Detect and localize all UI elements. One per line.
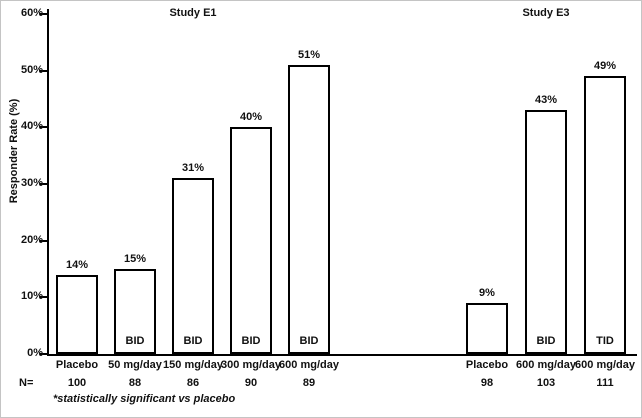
bar-value-label: 40%: [239, 111, 263, 123]
bar-schedule-label: BID: [241, 335, 261, 347]
y-tick-mark: [40, 296, 48, 299]
n-value: 90: [244, 377, 258, 389]
y-tick-mark: [40, 353, 48, 355]
n-value: 100: [67, 377, 87, 389]
bar-placebo: [56, 275, 98, 354]
group-title-study-e3: Study E3: [522, 7, 570, 19]
bar-value-label: 9%: [479, 287, 495, 299]
bar-value-label: 43%: [534, 94, 558, 106]
y-tick-label: 20%: [20, 233, 43, 246]
y-axis-line: [47, 9, 49, 356]
bar-value-label: 51%: [297, 49, 321, 61]
y-tick-label: 50%: [20, 63, 43, 76]
bar-schedule-label: BID: [125, 335, 145, 347]
x-axis-label: Placebo: [55, 359, 99, 371]
y-tick-mark: [40, 239, 48, 242]
bar-600-mg-day: [584, 76, 626, 354]
y-tick-label: 40%: [20, 120, 43, 133]
bar-600-mg-day: [525, 110, 567, 354]
y-tick-label: 0%: [27, 347, 43, 359]
bar-schedule-label: BID: [183, 335, 203, 347]
x-axis-label: 600 mg/day: [516, 359, 576, 371]
y-tick-mark: [40, 13, 48, 15]
y-tick-label: 60%: [20, 7, 43, 19]
bar-schedule-label: BID: [299, 335, 319, 347]
group-title-study-e1: Study E1: [169, 7, 217, 19]
n-value: 89: [302, 377, 316, 389]
bar-placebo: [466, 303, 508, 354]
x-axis-label: 150 mg/day: [163, 359, 223, 371]
x-axis-label: 300 mg/day: [221, 359, 281, 371]
n-value: 103: [536, 377, 556, 389]
bar-600-mg-day: [288, 65, 330, 354]
bar-150-mg-day: [172, 178, 214, 354]
n-value: 86: [186, 377, 200, 389]
x-axis-label: 50 mg/day: [108, 359, 162, 371]
y-tick-mark: [40, 183, 48, 185]
bar-300-mg-day: [230, 127, 272, 354]
bar-50-mg-day: [114, 269, 156, 354]
x-axis-label: Placebo: [465, 359, 509, 371]
y-tick-mark: [40, 126, 48, 129]
footnote: *statistically significant vs placebo: [53, 393, 236, 405]
bar-value-label: 15%: [123, 253, 147, 265]
y-tick-label: 30%: [20, 177, 43, 189]
bar-schedule-label: TID: [596, 335, 614, 347]
bar-schedule-label: BID: [536, 335, 556, 347]
bar-value-label: 14%: [65, 259, 89, 271]
n-value: 98: [480, 377, 494, 389]
x-axis-label: 600 mg/day: [279, 359, 339, 371]
bar-value-label: 31%: [181, 162, 205, 174]
n-value: 88: [128, 377, 142, 389]
x-axis-label: 600 mg/day: [575, 359, 635, 371]
x-axis-line: [47, 354, 637, 356]
y-tick-label: 10%: [20, 290, 43, 303]
bar-value-label: 49%: [593, 60, 617, 72]
n-row-label: N=: [19, 377, 34, 389]
n-value: 111: [596, 377, 614, 389]
y-tick-mark: [40, 69, 48, 72]
